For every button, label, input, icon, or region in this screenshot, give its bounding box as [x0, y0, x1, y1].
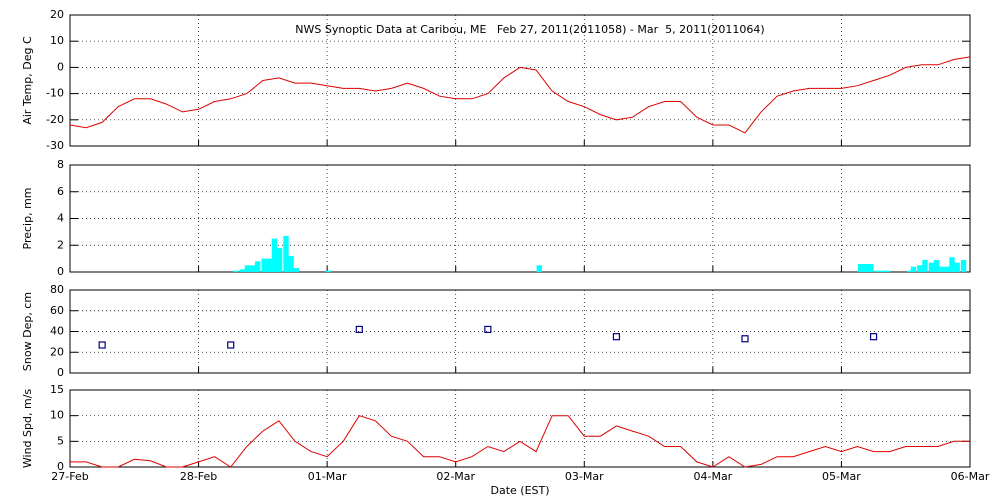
y-tick-label: 2 [57, 238, 64, 251]
y-tick-label: 20 [50, 345, 64, 358]
bar [266, 258, 272, 272]
bar [244, 265, 251, 272]
bar [261, 258, 267, 272]
y-tick-label: 6 [57, 185, 64, 198]
bar [933, 259, 940, 272]
point [612, 333, 621, 341]
y-tick-label: 0 [57, 460, 64, 473]
y-tick-label: 5 [57, 434, 64, 447]
y-tick-label: 40 [50, 325, 64, 338]
bar [325, 270, 332, 272]
y-axis-label: Snow Dep, cm [21, 292, 34, 371]
y-tick-label: 10 [50, 34, 64, 47]
bar [293, 267, 299, 272]
point [869, 333, 878, 341]
bar [939, 266, 945, 272]
data-line [69, 56, 971, 134]
y-tick-label: 0 [57, 265, 64, 278]
y-tick-label: 10 [50, 409, 64, 422]
bar [874, 270, 881, 272]
bar [879, 270, 886, 272]
bar [255, 261, 261, 272]
bar [944, 266, 950, 272]
bar [288, 255, 294, 272]
y-axis-label: Wind Spd, m/s [21, 389, 34, 469]
plot-frame [69, 289, 971, 374]
point [484, 325, 492, 334]
bar [910, 266, 917, 272]
x-tick-label: 01-Mar [308, 470, 347, 483]
bar [954, 262, 960, 272]
bar [863, 263, 869, 272]
y-tick-label: 0 [57, 366, 64, 379]
x-tick-label: 05-Mar [822, 470, 861, 483]
x-tick-label: 03-Mar [565, 470, 604, 483]
bar [960, 259, 967, 272]
data-line [70, 415, 970, 468]
plot-frame [69, 389, 971, 468]
x-tick-label: 06-Mar [951, 470, 990, 483]
y-tick-label: 80 [50, 283, 64, 296]
x-tick-label: 28-Feb [180, 470, 217, 483]
bar [249, 265, 256, 272]
y-tick-label: -30 [46, 139, 64, 152]
bar [906, 270, 913, 272]
bar [239, 269, 245, 272]
bar [928, 262, 935, 272]
plot-frame [69, 164, 971, 273]
y-tick-label: 20 [50, 8, 64, 21]
bar [271, 238, 278, 272]
point [355, 325, 363, 334]
y-tick-label: -10 [46, 87, 64, 100]
x-tick-label: 02-Mar [436, 470, 475, 483]
y-tick-label: 0 [57, 60, 64, 73]
bar [233, 270, 239, 272]
point [741, 335, 749, 343]
bar [276, 247, 283, 272]
chart-title: NWS Synoptic Data at Caribou, ME Feb 27,… [295, 23, 764, 36]
x-axis-label: Date (EST) [490, 484, 549, 497]
y-axis-label: Precip, mm [21, 188, 34, 250]
x-tick-label: 27-Feb [51, 470, 88, 483]
x-tick-label: 04-Mar [693, 470, 732, 483]
bar [868, 263, 874, 272]
y-tick-label: 4 [57, 212, 64, 225]
y-tick-label: -20 [46, 113, 64, 126]
plot-frame [69, 14, 971, 147]
bar [858, 263, 864, 272]
y-tick-label: 15 [50, 383, 64, 396]
y-axis-label: Air Temp, Deg C [21, 36, 34, 125]
point [98, 341, 106, 349]
bar [949, 257, 955, 272]
bar [283, 235, 289, 272]
bar [885, 270, 891, 272]
bar [917, 265, 923, 272]
y-tick-label: 60 [50, 304, 64, 317]
y-tick-label: 8 [57, 158, 64, 171]
point [227, 341, 235, 349]
bar [536, 265, 542, 272]
bar [922, 259, 928, 272]
